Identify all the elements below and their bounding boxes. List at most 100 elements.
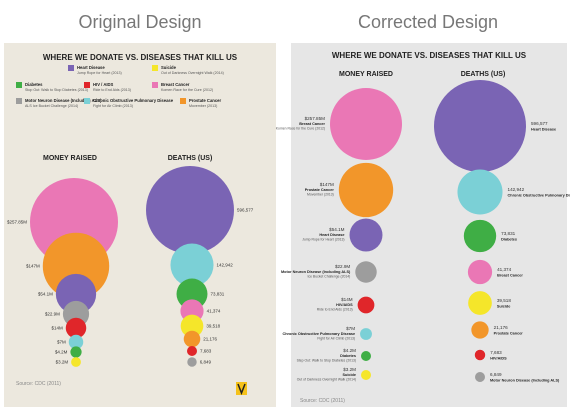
deaths-cause-name: Heart Disease xyxy=(531,128,556,132)
original-money-bubbles: $257.85M $147M $54.1M $22.9M $14M $7M $4.2M $3.… xyxy=(7,178,118,367)
legend-swatch xyxy=(16,98,22,104)
deaths-value-label: 596,577 xyxy=(237,208,254,213)
money-value-label: $147M xyxy=(320,182,334,187)
money-bubble xyxy=(361,370,371,380)
corrected-title: WHERE WE DONATE VS. DISEASES THAT KILL U… xyxy=(332,51,527,60)
money-value-label: $14M xyxy=(51,326,63,331)
legend-swatch xyxy=(180,98,186,104)
deaths-bubble xyxy=(176,278,208,310)
money-cause-name: Diabetes xyxy=(340,354,356,358)
money-value-label: $4.2M xyxy=(343,348,356,353)
deaths-bubble xyxy=(187,357,197,367)
money-bubble xyxy=(360,328,372,340)
deaths-cause-name: Suicide xyxy=(497,305,511,309)
legend-item-event: Jump Rope for Heart (2013) xyxy=(77,71,122,75)
legend-item-name: Chronic Obstructive Pulmonary Disease xyxy=(93,98,174,103)
deaths-cause-name: HIV/AIDS xyxy=(490,357,507,361)
money-cause-name: Motor Neuron Disease (Including ALS) xyxy=(281,270,351,274)
money-event-name: Fight for Air Climb (2013) xyxy=(317,337,355,341)
money-bubble xyxy=(349,218,383,252)
original-panel: WHERE WE DONATE VS. DISEASES THAT KILL U… xyxy=(4,43,276,407)
left-header: Original Design xyxy=(78,12,201,32)
money-value-label: $54.1M xyxy=(329,227,344,232)
deaths-bubble xyxy=(180,314,204,338)
deaths-cause-name: Breast Cancer xyxy=(497,274,523,278)
deaths-bubble xyxy=(457,169,503,215)
money-value-label: $257.85M xyxy=(7,220,27,225)
deaths-value-label: 142,942 xyxy=(508,187,525,192)
deaths-bubble xyxy=(146,166,234,254)
deaths-cause-name: Diabetes xyxy=(501,238,517,242)
corrected-panel: WHERE WE DONATE VS. DISEASES THAT KILL U… xyxy=(276,43,570,407)
legend-swatch xyxy=(84,82,90,88)
corrected-deaths-bubbles: 596,577 Heart Disease 142,942 Chronic Obstr… xyxy=(434,80,570,383)
deaths-bubble xyxy=(474,349,486,361)
deaths-value-label: 41,374 xyxy=(497,267,511,272)
money-event-name: Ice Bucket Challenge (2014) xyxy=(307,275,350,279)
original-money-header: MONEY RAISED xyxy=(43,155,97,162)
deaths-bubble xyxy=(475,372,485,382)
money-event-name: Out of Darkness Overnight Walk (2014) xyxy=(297,378,356,382)
deaths-cause-name: Prostate Cancer xyxy=(494,332,524,336)
deaths-bubble xyxy=(170,243,214,287)
money-bubble xyxy=(361,351,371,361)
money-event-name: Ride to End Aids (2013) xyxy=(317,308,353,312)
money-value-label: $14M xyxy=(341,297,353,302)
legend-item-event: Out of Darkness Overnight Walk (2014) xyxy=(161,71,224,75)
deaths-cause-name: Motor Neuron Disease (Including ALS) xyxy=(490,379,560,383)
money-value-label: $54.1M xyxy=(38,292,53,297)
deaths-value-label: 142,942 xyxy=(217,263,234,268)
corrected-deaths-header: DEATHS (US) xyxy=(461,71,506,78)
money-value-label: $7M xyxy=(57,340,66,345)
right-header: Corrected Design xyxy=(358,12,498,32)
legend-item-event: ALS Ice Bucket Challenge (2014) xyxy=(25,104,78,108)
money-value-label: $257.85M xyxy=(305,116,326,121)
deaths-value-label: 7,683 xyxy=(200,349,212,354)
corrected-source: Source: CDC (2011) xyxy=(300,398,345,404)
deaths-value-label: 6,849 xyxy=(490,372,502,377)
original-source: Source: CDC (2011) xyxy=(16,381,61,387)
legend-item-name: HIV / AIDS xyxy=(93,82,114,87)
money-value-label: $3.2M xyxy=(56,360,69,365)
deaths-value-label: 41,374 xyxy=(207,309,221,314)
money-bubble xyxy=(55,273,97,315)
deaths-bubble xyxy=(187,346,197,356)
original-deaths-header: DEATHS (US) xyxy=(168,155,213,162)
deaths-bubble xyxy=(471,321,489,339)
deaths-value-label: 73,831 xyxy=(210,292,224,297)
money-value-label: $7M xyxy=(346,326,355,331)
deaths-bubble xyxy=(183,330,201,348)
money-cause-name: Chronic Obstructive Pulmonary Disease xyxy=(282,332,355,336)
legend-swatch xyxy=(84,98,90,104)
legend-item-name: Heart Disease xyxy=(77,65,105,70)
money-event-name: Step Out: Walk to Stop Diabetes (2013) xyxy=(297,359,356,363)
corrected-panel-bg xyxy=(291,43,567,407)
money-cause-name: Heart Disease xyxy=(319,233,344,237)
money-bubble xyxy=(65,317,87,339)
money-bubble xyxy=(355,261,377,283)
legend-item-event: Ride to End Aids (2013) xyxy=(93,88,131,92)
money-value-label: $3.2M xyxy=(343,367,356,372)
legend-swatch xyxy=(68,65,74,71)
money-bubble xyxy=(70,346,82,358)
legend-item-name: Suicide xyxy=(161,65,177,70)
legend-item-name: Diabetes xyxy=(25,82,43,87)
money-value-label: $4.2M xyxy=(55,350,68,355)
legend-item-event: Fight for Air Climb (2013) xyxy=(93,104,133,108)
legend-item-name: Prostate Cancer xyxy=(189,98,221,103)
deaths-bubble xyxy=(468,291,492,315)
deaths-value-label: 73,831 xyxy=(501,231,515,236)
money-event-name: Komen Race for the Cure (2012) xyxy=(276,127,325,131)
legend-item-name: Motor Neuron Disease (Including ALS) xyxy=(25,98,102,103)
money-bubble xyxy=(338,162,394,218)
money-event-name: Jump Rope for Heart (2013) xyxy=(302,238,344,242)
corrected-money-header: MONEY RAISED xyxy=(339,71,393,78)
original-deaths-bubbles: 596,577 142,942 73,831 41,374 39,518 21,176 7,… xyxy=(146,166,254,367)
legend-item-event: Movember (2013) xyxy=(189,104,217,108)
legend-swatch xyxy=(152,65,158,71)
money-bubble xyxy=(330,88,402,160)
money-cause-name: Suicide xyxy=(342,373,356,377)
